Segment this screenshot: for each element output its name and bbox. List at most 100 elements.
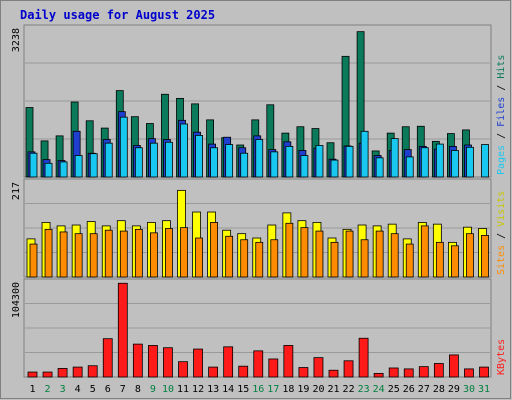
day-label-4: 4 [75, 384, 81, 395]
sites-bar-7 [119, 230, 128, 278]
kbytes-bar-29 [448, 354, 459, 378]
day-label-27: 27 [418, 384, 430, 395]
pages-bar-17 [270, 151, 279, 178]
kbytes-bar-5 [87, 365, 98, 378]
legend-top-files: Files [496, 97, 507, 127]
day-label-14: 14 [222, 384, 234, 395]
sites-bar-9 [149, 232, 158, 278]
kbytes-bar-26 [403, 368, 414, 378]
sites-bar-13 [210, 222, 219, 278]
kbytes-bar-28 [433, 363, 444, 378]
kbytes-bar-23 [358, 337, 369, 378]
ymax-label-hits-files-pages: 3238 [11, 28, 22, 52]
pages-bar-22 [345, 145, 354, 178]
sites-bar-8 [134, 228, 143, 278]
legend-bottom: KBytes [496, 339, 507, 375]
pages-bar-14 [225, 144, 234, 178]
kbytes-bar-16 [253, 350, 264, 378]
kbytes-bar-27 [418, 366, 429, 378]
pages-bar-19 [300, 155, 309, 178]
pages-bar-27 [420, 147, 429, 178]
day-label-17: 17 [267, 384, 279, 395]
sites-bar-26 [405, 243, 414, 278]
sites-bar-4 [74, 233, 83, 278]
pages-bar-20 [315, 145, 324, 178]
kbytes-bar-12 [193, 348, 203, 378]
pages-bar-18 [285, 145, 294, 178]
sites-bar-2 [44, 228, 53, 278]
pages-bar-16 [255, 139, 264, 178]
day-label-6: 6 [105, 384, 111, 395]
day-label-15: 15 [237, 384, 249, 395]
day-label-26: 26 [403, 384, 415, 395]
sites-bar-16 [255, 241, 264, 278]
pages-bar-25 [390, 138, 399, 178]
ymax-label-kbytes: 104300 [11, 282, 22, 318]
pages-bar-26 [405, 156, 414, 178]
day-label-19: 19 [297, 384, 309, 395]
kbytes-bar-3 [57, 368, 68, 378]
day-label-29: 29 [448, 384, 460, 395]
day-label-28: 28 [433, 384, 445, 395]
sites-bar-12 [195, 237, 203, 278]
sites-bar-29 [450, 245, 459, 278]
sites-bar-25 [390, 233, 399, 278]
kbytes-bar-30 [464, 368, 474, 378]
sites-bar-27 [420, 225, 429, 278]
sites-bar-28 [435, 241, 444, 278]
day-label-5: 5 [90, 384, 96, 395]
legend-top-sep-2: / [496, 79, 507, 97]
sites-bar-5 [89, 233, 98, 278]
day-label-23: 23 [358, 384, 370, 395]
kbytes-bar-14 [223, 346, 234, 378]
pages-bar-23 [360, 130, 369, 178]
sites-bar-23 [360, 239, 369, 278]
sites-bar-15 [240, 239, 249, 278]
pages-bar-4 [74, 155, 83, 178]
day-label-10: 10 [162, 384, 174, 395]
sites-bar-6 [104, 229, 113, 278]
kbytes-bar-24 [373, 372, 384, 378]
kbytes-bar-4 [72, 366, 83, 378]
pages-bar-12 [195, 135, 203, 178]
day-label-25: 25 [388, 384, 400, 395]
day-label-2: 2 [45, 384, 51, 395]
legend-middle: Sites / Visits [496, 191, 507, 275]
sites-bar-31 [481, 235, 489, 278]
pages-bar-24 [375, 157, 384, 178]
kbytes-bar-31 [479, 366, 489, 378]
pages-bar-9 [149, 142, 158, 178]
day-label-11: 11 [177, 384, 189, 395]
sites-bar-21 [330, 241, 339, 278]
day-label-8: 8 [135, 384, 141, 395]
pages-bar-29 [450, 150, 459, 178]
sites-bar-24 [375, 230, 384, 278]
pages-bar-1 [29, 152, 38, 178]
pages-bar-6 [104, 142, 113, 178]
pages-bar-21 [330, 159, 339, 178]
legend-top: Pages / Files / Hits [496, 55, 507, 175]
kbytes-bar-18 [283, 345, 294, 378]
sites-bar-3 [59, 231, 68, 278]
chart-title: Daily usage for August 2025 [20, 8, 215, 22]
day-label-1: 1 [30, 384, 36, 395]
legend-bottom-kbytes: KBytes [496, 339, 507, 375]
sites-bar-30 [466, 233, 474, 278]
kbytes-bar-8 [132, 343, 143, 378]
kbytes-bar-9 [147, 345, 158, 378]
kbytes-bar-7 [117, 282, 128, 378]
legend-middle-visits: Visits [496, 191, 507, 227]
kbytes-bar-6 [102, 338, 113, 378]
kbytes-bar-17 [268, 358, 279, 378]
day-label-20: 20 [312, 384, 324, 395]
day-label-3: 3 [60, 384, 66, 395]
pages-bar-3 [59, 161, 68, 178]
sites-bar-20 [315, 230, 324, 278]
day-label-18: 18 [282, 384, 294, 395]
day-label-9: 9 [150, 384, 156, 395]
pages-bar-2 [44, 162, 53, 178]
kbytes-bar-15 [238, 365, 249, 378]
day-label-13: 13 [207, 384, 219, 395]
kbytes-bar-21 [328, 369, 339, 378]
